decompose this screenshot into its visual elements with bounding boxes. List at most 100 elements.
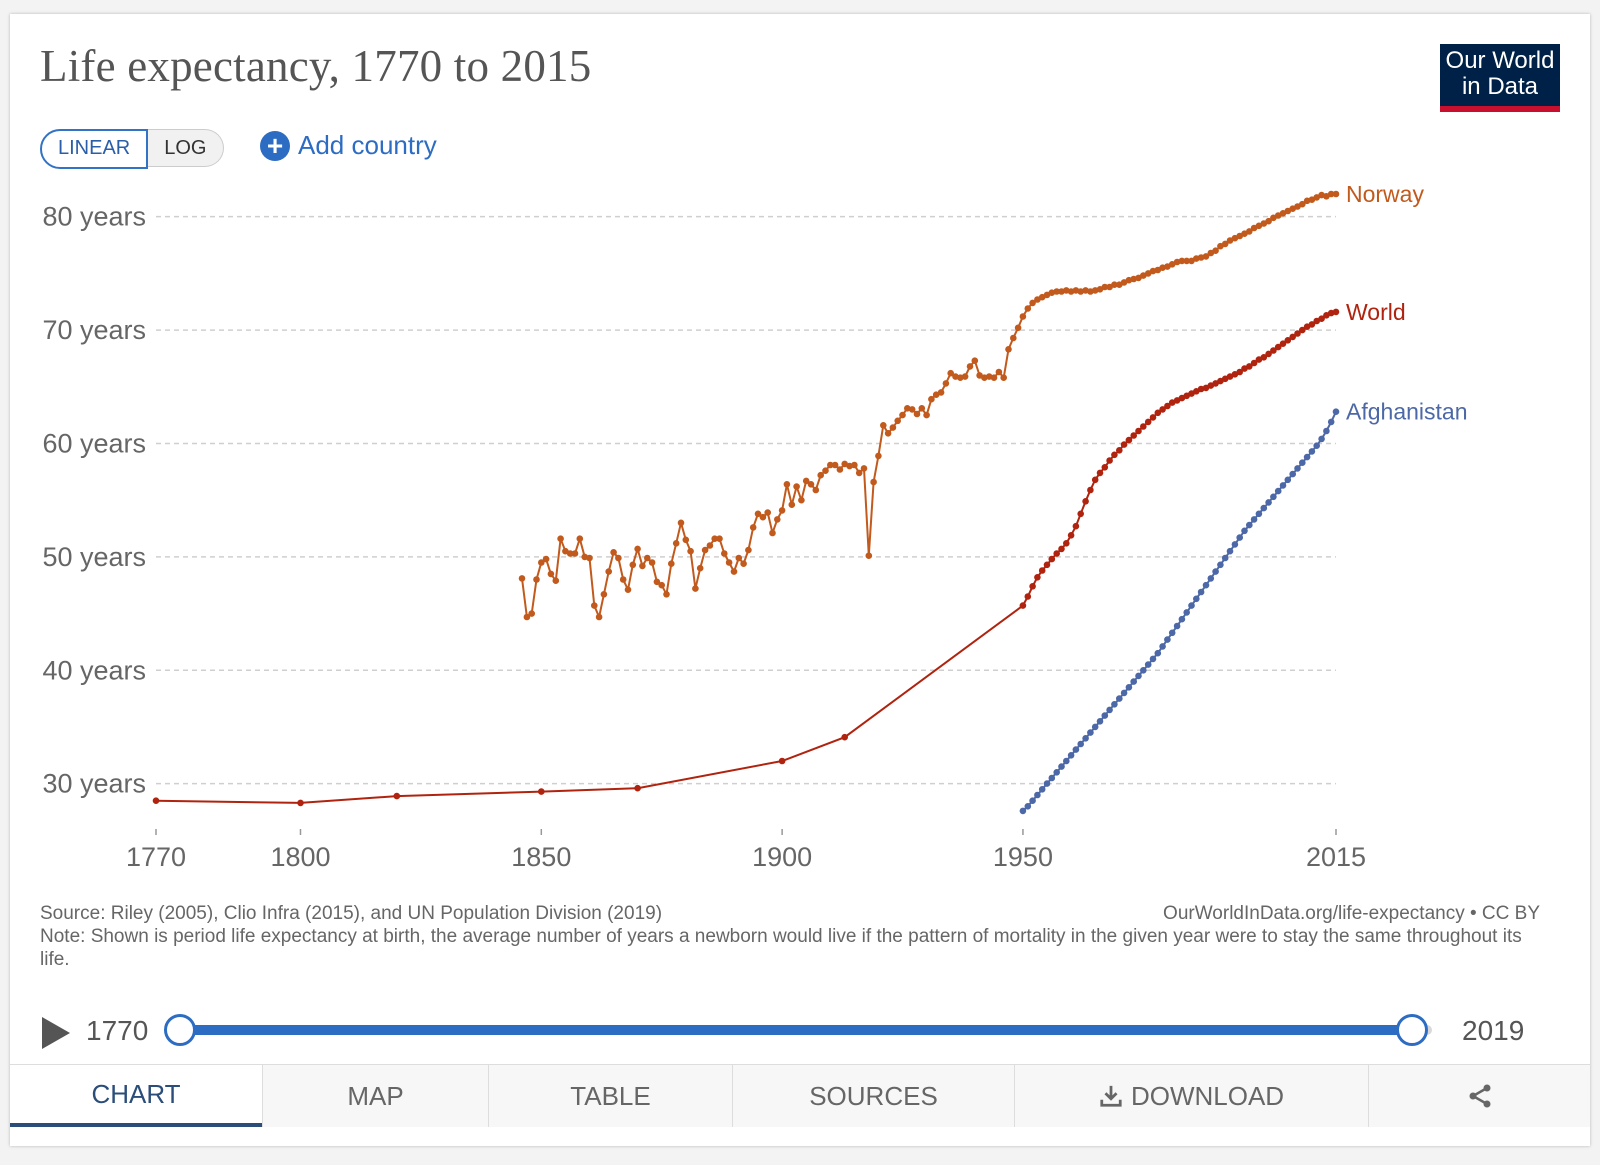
data-point-world[interactable] — [1260, 354, 1268, 361]
data-point-norway[interactable] — [899, 411, 906, 419]
timeline-start-handle[interactable] — [164, 1014, 196, 1046]
data-point-norway[interactable] — [889, 424, 897, 431]
data-point-afghanistan[interactable] — [1318, 435, 1325, 443]
data-point-norway[interactable] — [1313, 194, 1320, 201]
data-point-norway[interactable] — [1101, 283, 1109, 291]
data-point-norway[interactable] — [793, 483, 800, 490]
data-point-world[interactable] — [1299, 326, 1306, 334]
data-point-afghanistan[interactable] — [1096, 718, 1104, 725]
source-url[interactable]: OurWorldInData.org/life-expectancy • CC … — [1163, 903, 1540, 924]
data-point-norway[interactable] — [769, 529, 776, 537]
data-point-norway[interactable] — [774, 516, 781, 523]
data-point-norway[interactable] — [1265, 217, 1272, 225]
data-point-afghanistan[interactable] — [1308, 448, 1316, 455]
data-point-norway[interactable] — [692, 585, 699, 592]
data-point-norway[interactable] — [802, 477, 810, 485]
data-point-norway[interactable] — [1010, 334, 1017, 342]
data-point-norway[interactable] — [730, 568, 738, 575]
data-point-norway[interactable] — [663, 591, 670, 598]
data-point-norway[interactable] — [528, 610, 535, 617]
data-point-world[interactable] — [1279, 340, 1287, 348]
data-point-norway[interactable] — [855, 469, 863, 477]
data-point-norway[interactable] — [1000, 374, 1007, 382]
data-point-world[interactable] — [1270, 347, 1277, 354]
data-point-afghanistan[interactable] — [1231, 541, 1239, 548]
data-point-norway[interactable] — [538, 559, 545, 566]
data-point-afghanistan[interactable] — [1130, 678, 1137, 685]
data-point-norway[interactable] — [831, 461, 839, 469]
data-point-norway[interactable] — [928, 395, 935, 403]
data-point-norway[interactable] — [1005, 346, 1012, 353]
data-point-norway[interactable] — [942, 380, 950, 387]
data-point-afghanistan[interactable] — [1260, 504, 1268, 512]
data-point-norway[interactable] — [918, 405, 926, 412]
data-point-afghanistan[interactable] — [1048, 774, 1056, 782]
data-point-norway[interactable] — [668, 560, 675, 567]
add-country-button[interactable]: + Add country — [260, 130, 437, 161]
series-label-world[interactable]: World — [1346, 299, 1406, 325]
data-point-afghanistan[interactable] — [1120, 689, 1128, 697]
data-point-norway[interactable] — [1332, 190, 1340, 198]
data-point-norway[interactable] — [880, 422, 887, 429]
data-point-world[interactable] — [634, 784, 641, 792]
data-point-norway[interactable] — [865, 552, 873, 559]
data-point-norway[interactable] — [1178, 257, 1186, 265]
data-point-world[interactable] — [1111, 451, 1118, 459]
data-point-norway[interactable] — [576, 535, 584, 542]
data-point-norway[interactable] — [798, 496, 805, 504]
data-point-world[interactable] — [1116, 447, 1123, 454]
data-point-afghanistan[interactable] — [1193, 595, 1200, 603]
data-point-afghanistan[interactable] — [1063, 757, 1070, 765]
series-line-norway[interactable] — [521, 193, 1336, 621]
data-point-afghanistan[interactable] — [1173, 622, 1181, 630]
data-point-afghanistan[interactable] — [1091, 723, 1099, 731]
data-point-norway[interactable] — [566, 550, 574, 557]
data-point-world[interactable] — [1154, 409, 1162, 417]
data-point-norway[interactable] — [648, 559, 656, 566]
data-point-afghanistan[interactable] — [1246, 521, 1253, 529]
data-point-norway[interactable] — [586, 554, 593, 562]
tab-share[interactable] — [1368, 1065, 1590, 1127]
data-point-norway[interactable] — [711, 535, 718, 542]
data-point-world[interactable] — [778, 757, 786, 765]
data-point-afghanistan[interactable] — [1197, 588, 1205, 596]
data-point-afghanistan[interactable] — [1270, 493, 1277, 501]
data-point-world[interactable] — [1140, 423, 1147, 430]
data-point-norway[interactable] — [591, 602, 598, 609]
linear-button[interactable]: LINEAR — [40, 129, 149, 169]
data-point-world[interactable] — [538, 788, 545, 795]
data-point-norway[interactable] — [1246, 228, 1253, 235]
data-point-world[interactable] — [1274, 343, 1282, 351]
data-point-afghanistan[interactable] — [1284, 476, 1292, 484]
series-line-afghanistan[interactable] — [1022, 411, 1337, 812]
data-point-norway[interactable] — [851, 461, 858, 469]
data-point-norway[interactable] — [875, 452, 882, 460]
data-point-world[interactable] — [1091, 476, 1099, 484]
data-point-afghanistan[interactable] — [1250, 516, 1258, 523]
data-point-world[interactable] — [1048, 555, 1056, 563]
data-point-afghanistan[interactable] — [1303, 453, 1311, 461]
data-point-norway[interactable] — [672, 540, 680, 547]
data-point-afghanistan[interactable] — [1149, 655, 1157, 663]
data-point-world[interactable] — [1294, 330, 1301, 337]
timeline-end-handle[interactable] — [1396, 1014, 1428, 1046]
data-point-norway[interactable] — [1327, 190, 1335, 198]
data-point-world[interactable] — [1058, 545, 1065, 553]
data-point-world[interactable] — [1063, 540, 1070, 547]
data-point-norway[interactable] — [1212, 247, 1219, 254]
data-point-afghanistan[interactable] — [1029, 797, 1036, 804]
data-point-norway[interactable] — [932, 391, 940, 399]
data-point-norway[interactable] — [971, 357, 979, 365]
data-point-world[interactable] — [1120, 441, 1128, 448]
tab-chart[interactable]: CHART — [10, 1065, 262, 1127]
data-point-norway[interactable] — [557, 535, 564, 542]
data-point-norway[interactable] — [600, 591, 608, 598]
data-point-norway[interactable] — [735, 554, 743, 562]
tab-download[interactable]: DOWNLOAD — [1014, 1065, 1368, 1127]
data-point-norway[interactable] — [1183, 257, 1190, 265]
data-point-norway[interactable] — [677, 519, 685, 527]
data-point-norway[interactable] — [778, 507, 786, 514]
data-point-afghanistan[interactable] — [1106, 706, 1113, 714]
data-point-afghanistan[interactable] — [1217, 561, 1224, 569]
data-point-norway[interactable] — [1168, 261, 1176, 268]
